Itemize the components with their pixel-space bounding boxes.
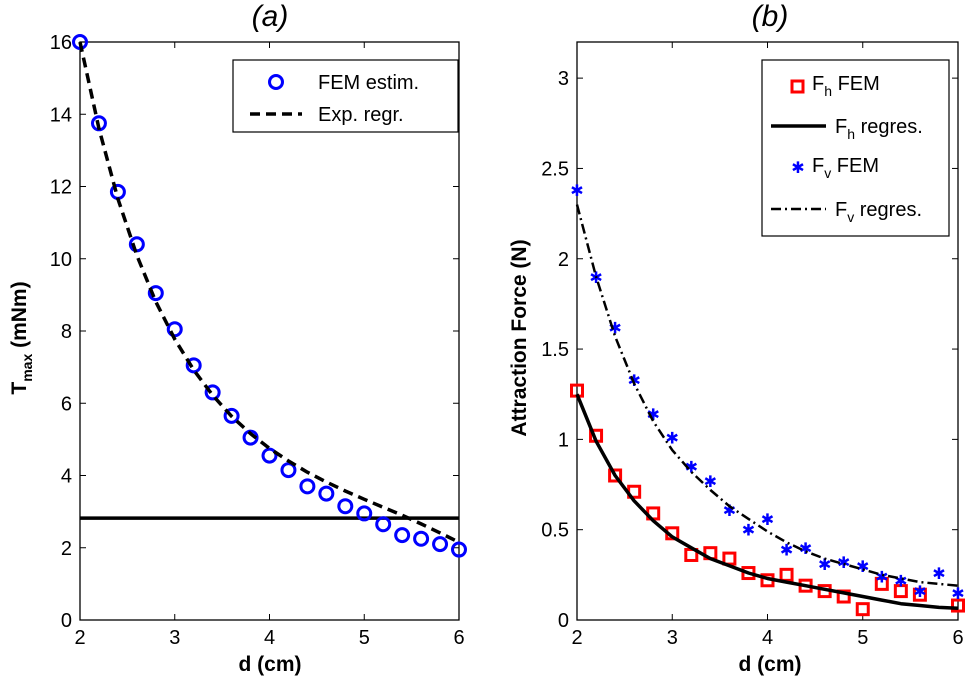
panel-a-series-0-point (375, 516, 392, 533)
panel-b-y-axis-label: Attraction Force (N) (508, 239, 531, 436)
panel-a-series-0-point (204, 384, 221, 401)
panel-b-series-2-point: ✱ (799, 539, 812, 558)
x-tick-label: 6 (453, 627, 464, 649)
panel-b-legend: Fh FEM Fh regres. ✱ Fv FEM Fv regres. (761, 59, 950, 237)
y-tick-label: 6 (61, 393, 72, 415)
panel-a-series-0-point (223, 407, 240, 424)
panel-b-series-2-point: ✱ (894, 571, 907, 590)
panel-b-series-2-point: ✱ (856, 557, 869, 576)
legend-fv-fem-marker: ✱ (791, 158, 804, 177)
panel-a-series-0-point (337, 498, 354, 515)
panel-b-series-2-point: ✱ (646, 405, 659, 424)
y-tick-label: 0 (61, 610, 72, 632)
panel-b-series-1-line (575, 393, 959, 611)
panel-b-series-0-point (893, 584, 908, 599)
panel-a-series-0-point (242, 429, 259, 446)
panel-b-series-2-point: ✱ (951, 584, 964, 603)
panel-a-series-0-point (299, 478, 316, 495)
y-tick-label: 0.5 (541, 520, 569, 542)
panel-a-series-0-point (413, 530, 430, 547)
panel-b-series-2-point: ✱ (685, 457, 698, 476)
panel-b-series-2-point: ✱ (780, 541, 793, 560)
panel-a-series-0-point (280, 462, 297, 479)
y-tick-label: 8 (61, 321, 72, 343)
x-tick-label: 4 (762, 627, 773, 649)
panel-b-series-2-point: ✱ (723, 501, 736, 520)
panel-b-series-0-point (951, 598, 965, 613)
legend-fem-estim-label: FEM estim. (318, 72, 419, 94)
y-tick-label: 1 (558, 429, 569, 451)
panel-a-x-axis-label: d (cm) (239, 653, 302, 676)
panel-b-series-2-point: ✱ (818, 555, 831, 574)
panel-a-series-0-point (147, 285, 164, 302)
panel-a-series-0-point (432, 536, 449, 553)
panel-a-series-0-point (356, 505, 373, 522)
panel-b-series-2-point: ✱ (837, 553, 850, 572)
legend-fh-fem-label: Fh FEM (812, 73, 880, 99)
x-tick-label: 2 (571, 627, 582, 649)
x-tick-label: 3 (667, 627, 678, 649)
y-tick-label: 1.5 (541, 339, 569, 361)
panel-a-series-0-point (394, 527, 411, 544)
panel-b-series-2-point: ✱ (913, 582, 926, 601)
x-tick-label: 6 (952, 627, 963, 649)
panel-b-series-3-line (575, 204, 959, 587)
y-tick-label: 2.5 (541, 158, 569, 180)
panel-a-title: (a) (252, 0, 289, 33)
panel-b-series-2-point: ✱ (666, 429, 679, 448)
panel-b-series-0-point (855, 602, 870, 617)
y-tick-label: 16 (50, 32, 72, 54)
panel-b-series-0-point (874, 576, 889, 591)
legend-fv-regres-label: Fv regres. (835, 199, 922, 225)
legend-exp-regr-label: Exp. regr. (318, 104, 404, 126)
x-tick-label: 2 (74, 627, 85, 649)
x-tick-label: 5 (359, 627, 370, 649)
panel-b-series-2-point: ✱ (761, 510, 774, 529)
panel-a-series-0-point (185, 357, 202, 374)
panel-a-legend-box (232, 59, 459, 133)
panel-b-series-2-point: ✱ (742, 521, 755, 540)
panel-b-series-2-point: ✱ (704, 472, 717, 491)
legend-fem-estim-marker (268, 74, 284, 90)
panel-b-x-axis-label: d (cm) (739, 653, 802, 676)
y-tick-label: 0 (558, 610, 569, 632)
y-tick-label: 10 (50, 249, 72, 271)
panel-b-series-0-point (912, 587, 927, 602)
x-tick-label: 5 (857, 627, 868, 649)
panel-b-series-2-point: ✱ (570, 181, 583, 200)
y-tick-label: 2 (61, 538, 72, 560)
y-tick-label: 14 (50, 104, 72, 126)
legend-fh-regres-label: Fh regres. (835, 116, 923, 142)
legend-fh-fem-marker (790, 79, 805, 94)
panel-a-series-0-point (261, 447, 278, 464)
panel-a-legend: FEM estim. Exp. regr. (232, 59, 459, 133)
panel-b-series-2-point: ✱ (875, 568, 888, 587)
panel-b-series-0-point (608, 468, 623, 483)
panel-b-series-2-point: ✱ (932, 564, 945, 583)
y-tick-label: 4 (61, 466, 72, 488)
panel-a-series-0-point (451, 541, 467, 558)
panel-a-y-axis-label: Tmax (mNm) (8, 281, 35, 394)
legend-fv-fem-label: Fv FEM (812, 155, 879, 181)
y-tick-label: 3 (558, 68, 569, 90)
x-tick-label: 4 (264, 627, 275, 649)
y-tick-label: 2 (558, 249, 569, 271)
panel-b-title: (b) (752, 0, 789, 33)
panel-a-series-0-point (318, 485, 335, 502)
x-tick-label: 3 (169, 627, 180, 649)
panel-a-series-1-line (78, 41, 460, 544)
y-tick-label: 12 (50, 177, 72, 199)
panel-b-series-0-point (836, 589, 851, 604)
